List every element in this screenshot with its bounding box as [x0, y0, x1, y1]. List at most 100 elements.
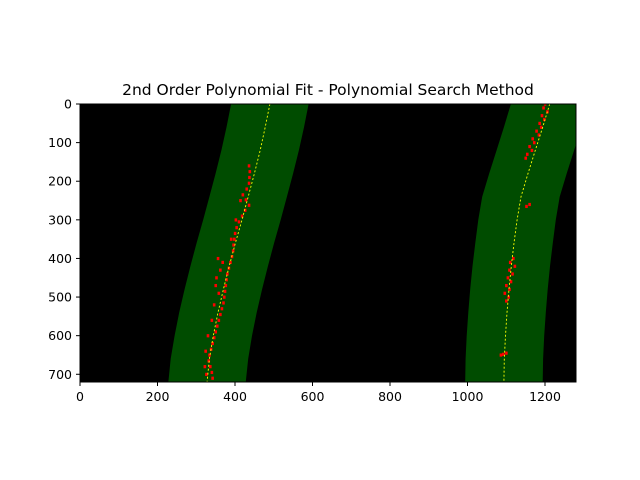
left-lane-pixel — [212, 336, 216, 340]
left-lane-pixel — [239, 199, 242, 203]
axes-frame — [79, 103, 577, 383]
right-lane-pixel — [505, 299, 508, 303]
left-lane-pixel — [247, 164, 251, 168]
left-lane-pixel — [243, 208, 247, 212]
axes: 0 200 400 600 800 1000 1200 0 100 200 300 400 500 600… — [48, 97, 577, 404]
left-lane-pixel — [209, 365, 212, 369]
right-lane-pixel — [537, 133, 541, 137]
y-tick-label: 400 — [48, 251, 72, 266]
left-lane-pixel — [229, 237, 233, 241]
left-lane-pixel — [211, 376, 214, 380]
left-lane-pixel — [233, 231, 237, 236]
left-lane-pixel — [215, 324, 219, 328]
right-lane-pixel — [539, 125, 543, 129]
right-lane-pixel — [542, 106, 545, 110]
left-lane-pixel — [204, 349, 207, 353]
left-lane-pixel — [222, 301, 225, 305]
left-lane-pixel — [237, 220, 241, 224]
left-lane-pixel — [233, 237, 236, 241]
left-lane-pixel — [205, 372, 208, 376]
left-lane-pixel — [203, 365, 207, 369]
right-lane-pixel — [512, 256, 515, 261]
right-lane-pixel — [513, 264, 517, 268]
right-lane-pixel — [540, 114, 544, 118]
left-lane-pixel — [217, 318, 221, 322]
left-lane-pixel — [225, 278, 228, 282]
left-lane-pixel — [219, 312, 222, 317]
right-lane-pixel — [538, 121, 541, 126]
left-lane-pixel — [229, 260, 232, 265]
right-lane-pixel — [507, 295, 510, 299]
plot-content — [168, 104, 576, 382]
left-lane-pixel — [210, 370, 214, 375]
right-lane-pixel — [524, 156, 528, 160]
right-lane-pixel — [511, 272, 514, 276]
left-lane-pixel — [241, 193, 245, 197]
left-lane-pixel — [219, 268, 222, 272]
right-fit-line — [503, 104, 551, 382]
left-lane-pixel — [208, 353, 211, 357]
left-lane-pixel — [234, 218, 238, 222]
y-tick-label: 300 — [48, 212, 72, 227]
right-lane-pixel — [543, 117, 546, 122]
left-lane-pixel — [245, 187, 249, 191]
right-lane-pixel — [509, 280, 513, 284]
x-tick-label: 1000 — [452, 389, 484, 404]
right-lane-pixel — [525, 152, 529, 156]
right-lane-pixel — [501, 352, 505, 356]
left-lane-pixel — [247, 181, 251, 185]
x-tick-label: 200 — [146, 389, 170, 404]
x-tick-label: 1200 — [529, 389, 561, 404]
left-lane-pixel — [212, 303, 216, 307]
left-lane-pixel — [214, 330, 218, 334]
right-lane-pixel — [535, 129, 538, 133]
left-lane-pixel — [247, 203, 251, 207]
x-tick-label: 0 — [76, 389, 84, 404]
left-lane-pixel — [211, 341, 214, 346]
left-lane-pixel — [248, 170, 252, 174]
left-lane-pixel — [224, 283, 228, 288]
left-lane-pixel — [226, 272, 229, 276]
right-search-window — [465, 104, 576, 382]
plot-area — [80, 104, 576, 382]
right-lane-pixel — [528, 202, 531, 207]
right-lane-pixel — [525, 204, 528, 209]
left-lane-pixel — [240, 214, 244, 218]
left-lane-pixel — [206, 334, 210, 338]
left-lane-pixel — [215, 276, 218, 280]
y-tick-label: 200 — [48, 174, 72, 189]
right-lane-pixel — [505, 351, 508, 355]
left-lane-pixel — [231, 249, 235, 253]
right-lane-pixel — [506, 276, 510, 280]
right-lane-pixel — [508, 260, 512, 265]
right-lane-pixel — [543, 104, 547, 106]
y-tick-label: 100 — [48, 135, 72, 150]
x-tick-label: 800 — [378, 389, 402, 404]
left-lane-pixel — [217, 291, 221, 295]
right-lane-pixel — [503, 291, 507, 295]
left-lane-pixel — [244, 198, 248, 202]
y-tick-label: 600 — [48, 328, 72, 343]
y-tick-label: 700 — [48, 367, 72, 382]
right-lane-pixel — [528, 144, 531, 149]
left-lane-pixel — [222, 295, 226, 299]
left-lane-pixel — [214, 283, 218, 288]
x-tick-label: 400 — [223, 389, 247, 404]
left-lane-pixel — [223, 289, 227, 293]
left-lane-pixel — [221, 260, 224, 265]
left-search-window — [168, 104, 309, 382]
y-tick-label: 0 — [64, 97, 72, 112]
right-lane-pixel — [531, 137, 534, 141]
left-lane-pixel — [210, 318, 214, 322]
right-lane-pixel — [508, 268, 511, 272]
chart-title: 2nd Order Polynomial Fit - Polynomial Se… — [122, 81, 534, 99]
left-lane-pixel — [248, 175, 251, 180]
left-lane-pixel — [220, 307, 224, 311]
x-tick-label: 600 — [301, 389, 325, 404]
left-lane-pixel — [216, 256, 220, 261]
right-lane-pixel — [499, 353, 503, 357]
left-lane-pixel — [232, 243, 235, 247]
right-lane-pixel — [505, 283, 508, 288]
right-lane-pixel — [532, 141, 536, 145]
